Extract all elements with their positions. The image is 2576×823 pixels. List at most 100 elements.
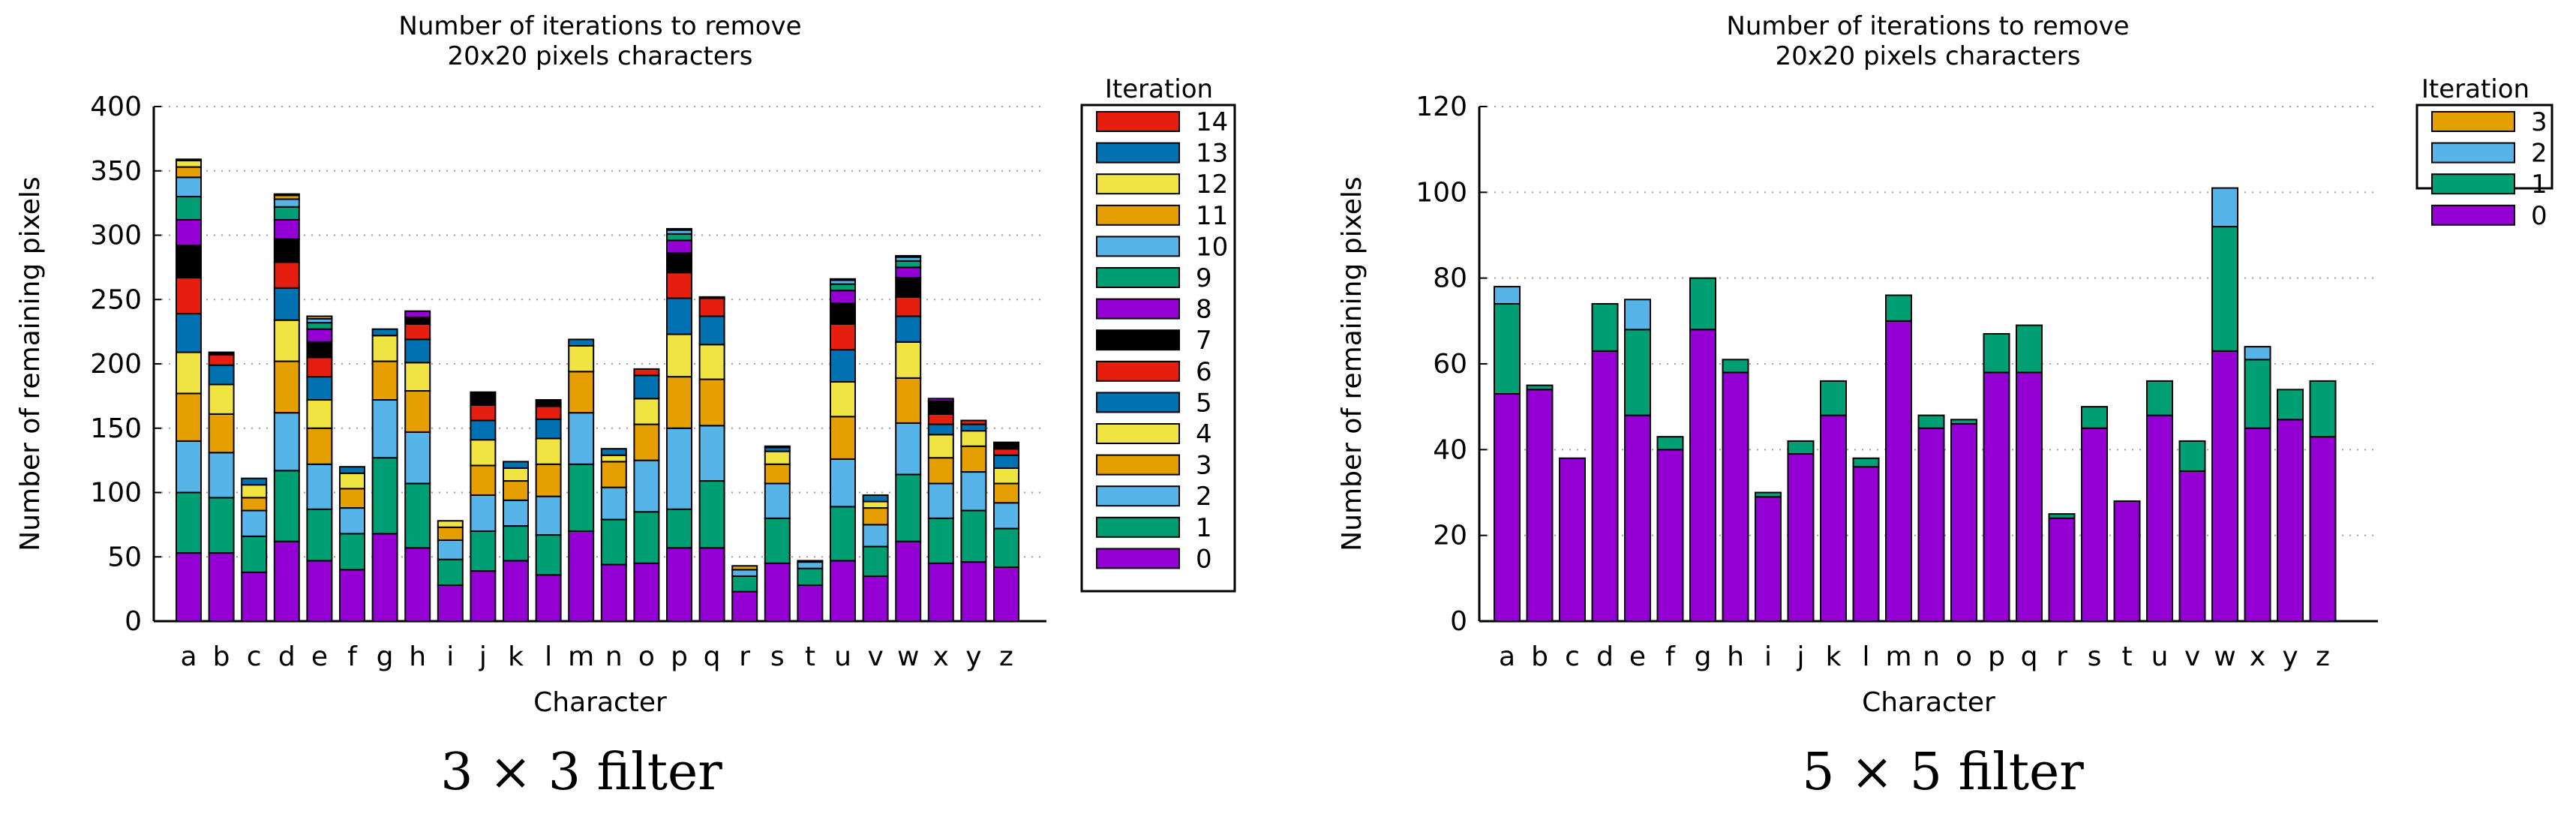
bar-segment-u-iter-5 <box>830 349 856 383</box>
bar-segment-w-iter-8 <box>895 266 922 279</box>
bar-segment-m-iter-1 <box>568 463 595 532</box>
bar-segment-e-iter-8 <box>306 328 333 343</box>
bar-segment-s-iter-0 <box>2081 427 2108 622</box>
bar-segment-e-iter-11 <box>306 315 333 320</box>
bar-segment-x-iter-5 <box>927 423 954 436</box>
bar-segment-q-iter-5 <box>698 315 725 346</box>
bar-segment-n-iter-4 <box>600 454 627 463</box>
bar-segment-j-iter-6 <box>470 404 497 422</box>
bar-segment-r-iter-0 <box>731 590 758 622</box>
bar-segment-h-iter-2 <box>404 431 431 485</box>
bar-segment-s-iter-2 <box>764 482 791 519</box>
x-tick-label: d <box>278 641 296 672</box>
bar-segment-y-iter-1 <box>960 509 987 563</box>
y-tick-label: 120 <box>1416 92 1467 122</box>
bar-segment-d-iter-7 <box>273 238 300 263</box>
bar-segment-a-iter-4 <box>176 351 202 395</box>
bar-segment-f-iter-0 <box>1656 449 1684 622</box>
bar-segment-d-iter-0 <box>273 540 300 622</box>
bar-segment-d-iter-6 <box>273 261 300 289</box>
x-axis-label: Character <box>1862 687 1995 718</box>
y-tick-label: 300 <box>90 221 142 251</box>
bar-segment-d-iter-8 <box>273 218 300 240</box>
bar-segment-p-iter-4 <box>666 333 692 378</box>
bar-segment-s-iter-4 <box>764 450 791 465</box>
x-tick-label: i <box>1764 641 1772 672</box>
bar-segment-k-iter-5 <box>503 461 529 469</box>
bar-segment-o-iter-4 <box>633 398 660 425</box>
bar-segment-g-iter-0 <box>1689 329 1716 622</box>
x-axis-label: Character <box>533 687 667 718</box>
legend-label-iter-1: 1 <box>2531 170 2547 200</box>
x-tick-label: q <box>2021 641 2038 672</box>
legend-swatch-iter-4 <box>1096 423 1180 444</box>
bar-segment-r-iter-2 <box>731 569 758 577</box>
bar-segment-g-iter-3 <box>371 360 398 401</box>
legend-swatch-iter-0 <box>1096 548 1180 569</box>
bar-segment-x-iter-4 <box>927 434 954 459</box>
bar-segment-q-iter-4 <box>698 344 725 380</box>
bar-segment-e-iter-3 <box>306 427 333 465</box>
y-tick-label: 20 <box>1433 521 1467 551</box>
legend-title: Iteration <box>1105 74 1213 104</box>
bar-segment-j-iter-5 <box>470 419 497 441</box>
bar-segment-d-iter-3 <box>273 360 300 414</box>
x-tick-label: e <box>1629 641 1646 672</box>
bar-segment-n-iter-1 <box>1917 414 1945 429</box>
legend-title: Iteration <box>2421 74 2529 104</box>
bar-segment-a-iter-12 <box>176 160 202 168</box>
bar-segment-r-iter-0 <box>2048 517 2076 622</box>
bar-segment-d-iter-1 <box>1591 302 1619 352</box>
bar-segment-o-iter-1 <box>633 511 660 564</box>
bar-segment-r-iter-3 <box>731 565 758 571</box>
bar-segment-e-iter-1 <box>1624 329 1651 416</box>
bar-segment-p-iter-11 <box>666 227 692 231</box>
bar-segment-p-iter-0 <box>1983 371 2010 622</box>
y-tick-label: 150 <box>90 413 142 444</box>
bar-segment-t-iter-2 <box>797 561 824 569</box>
bar-segment-l-iter-1 <box>535 534 562 576</box>
x-tick-label: u <box>834 641 851 672</box>
bar-segment-e-iter-2 <box>1624 299 1651 331</box>
bar-segment-u-iter-4 <box>830 381 856 418</box>
bar-segment-l-iter-0 <box>535 574 562 623</box>
bar-segment-h-iter-3 <box>404 390 431 433</box>
bar-segment-k-iter-0 <box>503 560 529 623</box>
bar-segment-v-iter-0 <box>2178 470 2206 623</box>
bar-segment-y-iter-5 <box>960 423 987 432</box>
bar-segment-x-iter-8 <box>927 398 954 402</box>
x-tick-label: c <box>1565 641 1580 672</box>
chart-title-line: Number of iterations to remove <box>1726 11 2129 41</box>
y-tick-label: 250 <box>90 284 142 315</box>
x-tick-label: g <box>1695 641 1712 672</box>
bar-segment-h-iter-7 <box>404 317 431 325</box>
bar-segment-c-iter-0 <box>1559 457 1586 622</box>
x-tick-label: z <box>999 641 1013 672</box>
bar-segment-d-iter-5 <box>273 287 300 321</box>
bar-segment-u-iter-11 <box>830 278 856 281</box>
bar-segment-m-iter-2 <box>568 412 595 465</box>
bar-segment-y-iter-0 <box>960 561 987 622</box>
bar-segment-o-iter-5 <box>633 374 660 400</box>
legend-swatch-iter-12 <box>1096 173 1180 195</box>
bar-segment-n-iter-0 <box>1917 427 1945 622</box>
bar-segment-b-iter-5 <box>208 364 235 386</box>
bar-segment-a-iter-2 <box>1494 286 1521 305</box>
bar-segment-m-iter-0 <box>568 530 595 623</box>
bar-segment-d-iter-2 <box>273 412 300 472</box>
bar-segment-t-iter-3 <box>797 560 824 563</box>
bar-segment-g-iter-5 <box>371 328 398 337</box>
bar-segment-o-iter-3 <box>633 423 660 461</box>
x-tick-label: a <box>1499 641 1515 672</box>
legend-swatch-iter-6 <box>1096 360 1180 382</box>
legend-label-iter-5: 5 <box>1196 388 1212 418</box>
bar-segment-h-iter-5 <box>404 338 431 364</box>
bar-segment-q-iter-1 <box>2016 324 2043 374</box>
bar-segment-y-iter-1 <box>2277 389 2304 421</box>
bar-segment-v-iter-5 <box>862 494 889 503</box>
legend-label-iter-4: 4 <box>1196 419 1212 449</box>
bar-segment-w-iter-11 <box>895 254 922 258</box>
bar-segment-s-iter-0 <box>764 562 791 623</box>
x-tick-label: t <box>2121 641 2132 672</box>
